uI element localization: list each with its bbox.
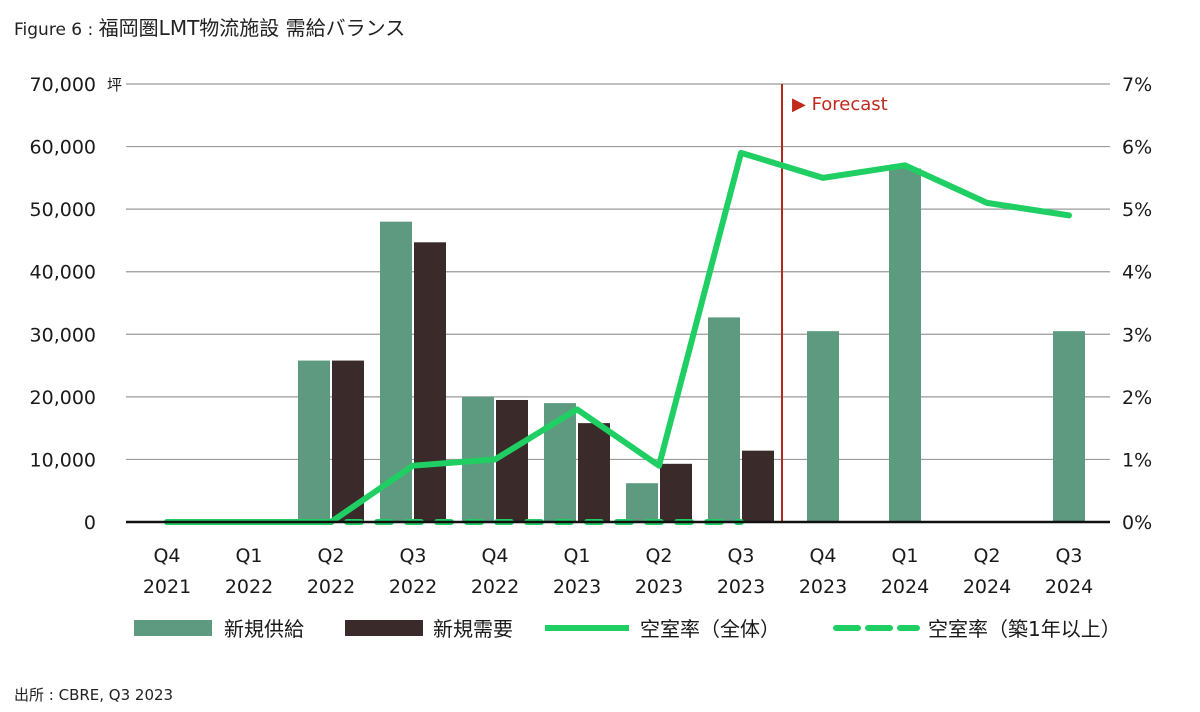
grid-lines bbox=[126, 83, 1110, 461]
legend-vacancy-total-label: 空室率（全体） bbox=[640, 617, 780, 641]
bars bbox=[298, 168, 1085, 522]
bar-supply bbox=[1053, 331, 1085, 522]
y2-tick-label: 7% bbox=[1122, 74, 1152, 96]
x-tick-label-quarter: Q2 bbox=[973, 545, 1000, 567]
bar-demand bbox=[332, 360, 364, 522]
figure-number: Figure 6 : bbox=[14, 20, 99, 40]
x-tick-label-year: 2023 bbox=[799, 576, 847, 598]
figure-title-text: 福岡圏LMT物流施設 需給バランス bbox=[98, 16, 406, 40]
y2-tick-label: 2% bbox=[1122, 387, 1152, 409]
bar-demand bbox=[742, 450, 774, 522]
y2-tick-label: 1% bbox=[1122, 449, 1152, 471]
y-tick-label: 20,000 bbox=[30, 387, 96, 409]
bar-demand bbox=[496, 399, 528, 522]
x-tick-label-year: 2024 bbox=[963, 576, 1011, 598]
bar-supply bbox=[807, 331, 839, 522]
x-tick-label-quarter: Q4 bbox=[809, 545, 836, 567]
y-unit-label: 坪 bbox=[107, 76, 122, 94]
legend-supply-swatch bbox=[134, 620, 212, 636]
x-tick-label-year: 2024 bbox=[881, 576, 929, 598]
y2-tick-label: 5% bbox=[1122, 199, 1152, 221]
bar-demand bbox=[578, 423, 610, 522]
legend-demand-swatch bbox=[345, 620, 423, 636]
x-tick-label-year: 2022 bbox=[471, 576, 519, 598]
y-tick-label: 10,000 bbox=[30, 449, 96, 471]
x-tick-label-quarter: Q2 bbox=[645, 545, 672, 567]
x-tick-label-year: 2022 bbox=[225, 576, 273, 598]
x-tick-label-quarter: Q4 bbox=[481, 545, 508, 567]
y-tick-label: 60,000 bbox=[30, 137, 96, 159]
y2-tick-label: 6% bbox=[1122, 137, 1152, 159]
x-tick-label-quarter: Q2 bbox=[317, 545, 344, 567]
y-tick-label: 70,000 bbox=[30, 74, 96, 96]
y-tick-label: 30,000 bbox=[30, 324, 96, 346]
legend-vacancy-1yr-label: 空室率（築1年以上） bbox=[928, 617, 1121, 641]
legend-demand-label: 新規需要 bbox=[433, 617, 513, 641]
y2-tick-label: 4% bbox=[1122, 262, 1152, 284]
x-tick-label-year: 2023 bbox=[553, 576, 601, 598]
forecast-label: ▶ Forecast bbox=[792, 94, 888, 115]
bar-demand bbox=[414, 242, 446, 522]
legend: 新規供給 新規需要 空室率（全体） 空室率（築1年以上） bbox=[134, 617, 1121, 641]
legend-supply-label: 新規供給 bbox=[224, 617, 304, 641]
figure-title: Figure 6 : 福岡圏LMT物流施設 需給バランス bbox=[14, 12, 405, 41]
x-tick-label-quarter: Q3 bbox=[727, 545, 754, 567]
x-tick-label-quarter: Q3 bbox=[1055, 545, 1082, 567]
x-tick-label-quarter: Q4 bbox=[153, 545, 180, 567]
bar-supply bbox=[626, 483, 658, 522]
forecast-marker: ▶ Forecast bbox=[781, 84, 888, 522]
x-tick-label-quarter: Q1 bbox=[235, 545, 262, 567]
bar-demand bbox=[660, 463, 692, 522]
x-tick-label-year: 2023 bbox=[717, 576, 765, 598]
x-tick-label-year: 2024 bbox=[1045, 576, 1093, 598]
y2-tick-label: 0% bbox=[1122, 512, 1152, 534]
y-tick-label: 50,000 bbox=[30, 199, 96, 221]
x-tick-label-year: 2023 bbox=[635, 576, 683, 598]
y-tick-label: 0 bbox=[84, 512, 96, 534]
x-tick-label-year: 2021 bbox=[143, 576, 191, 598]
source-note: 出所 : CBRE, Q3 2023 bbox=[14, 686, 174, 704]
x-tick-label-quarter: Q3 bbox=[399, 545, 426, 567]
axis-labels: 0 0% 10,000 1% 20,000 2% 30,000 3% 40,000 4% 50,00… bbox=[30, 74, 1153, 598]
x-tick-label-year: 2022 bbox=[307, 576, 355, 598]
x-tick-label-quarter: Q1 bbox=[563, 545, 590, 567]
y-tick-label: 40,000 bbox=[30, 262, 96, 284]
bar-supply bbox=[889, 168, 921, 522]
x-tick-label-quarter: Q1 bbox=[891, 545, 918, 567]
bar-supply bbox=[708, 317, 740, 522]
y2-tick-label: 3% bbox=[1122, 324, 1152, 346]
x-tick-label-year: 2022 bbox=[389, 576, 437, 598]
bar-supply bbox=[298, 360, 330, 522]
